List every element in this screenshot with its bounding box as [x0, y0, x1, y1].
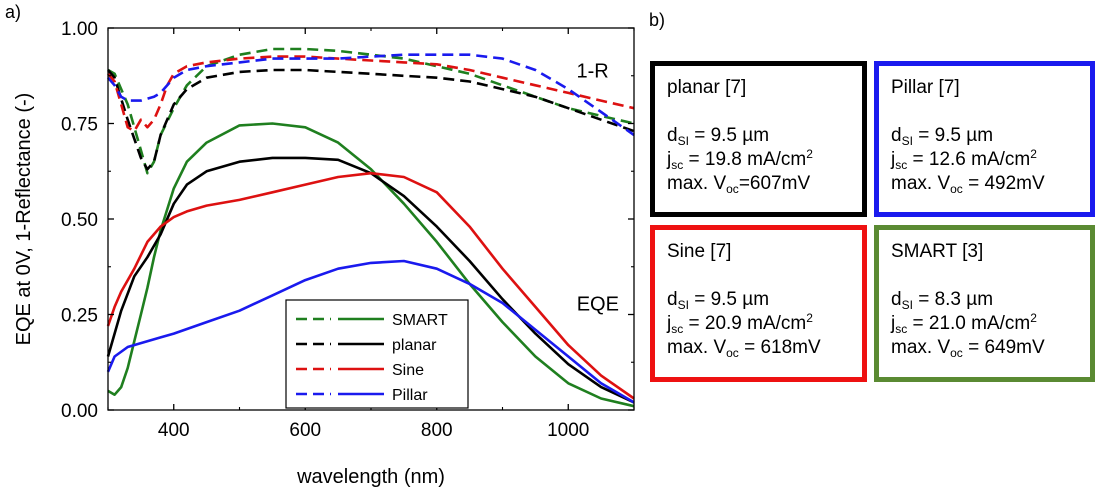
y-tick-label: 0.75 [61, 115, 98, 136]
annotation-1-r: 1-R [576, 61, 608, 83]
info-box-smart: SMART [3] dSI = 8.3 µm jsc = 21.0 mA/cm2… [874, 225, 1095, 382]
jsc-line: jsc = 21.0 mA/cm2 [891, 311, 1037, 336]
info-box-pillar: Pillar [7] dSI = 9.5 µm jsc = 12.6 mA/cm… [874, 61, 1095, 217]
x-axis-title: wavelength (nm) [296, 466, 445, 488]
voc-line: max. Voc = 649mV [891, 337, 1045, 360]
series-planar-reflectance-line [107, 68, 635, 171]
info-box-title: planar [7] [667, 77, 747, 98]
y-tick-label: 1.00 [61, 19, 98, 40]
y-tick-label: 0.50 [61, 210, 98, 231]
info-box-title: Pillar [7] [891, 77, 960, 98]
thickness-line: dSI = 8.3 µm [891, 289, 994, 312]
x-tick-label: 800 [421, 420, 453, 441]
legend-label-pillar: Pillar [392, 387, 428, 404]
info-box-planar: planar [7] dSI = 9.5 µm jsc = 19.8 mA/cm… [650, 61, 867, 217]
legend-label-smart: SMART [392, 312, 448, 329]
jsc-line: jsc = 19.8 mA/cm2 [667, 147, 813, 172]
info-box-title: Sine [7] [667, 241, 732, 262]
series-smart-eqe-line [107, 122, 635, 408]
panel-b-label: b) [649, 10, 666, 30]
series-sine-eqe-line [106, 171, 635, 400]
jsc-line: jsc = 12.6 mA/cm2 [891, 147, 1037, 172]
voc-line: max. Voc=607mV [667, 173, 811, 196]
eqe-reflectance-chart: 400 600 800 1000 0.00 0.25 0.50 0.75 1.00 wavelen… [13, 19, 635, 488]
x-tick-label: 1000 [547, 420, 589, 441]
series-sine-reflectance-line [107, 55, 635, 133]
y-tick-label: 0.25 [61, 306, 98, 327]
thickness-line: dSI = 9.5 µm [667, 289, 770, 312]
thickness-line: dSI = 9.5 µm [667, 125, 770, 148]
series-pillar-eqe-line [106, 259, 635, 404]
y-axis-title: EQE at 0V, 1-Reflectance (-) [13, 93, 35, 346]
y-tick-label: 0.00 [61, 401, 98, 422]
series-pillar-reflectance-line [107, 53, 635, 137]
voc-line: max. Voc = 618mV [667, 337, 821, 360]
legend-label-planar: planar [392, 337, 437, 354]
x-tick-label: 600 [289, 420, 321, 441]
thickness-line: dSI = 9.5 µm [891, 125, 994, 148]
voc-line: max. Voc = 492mV [891, 173, 1045, 196]
legend-label-sine: Sine [392, 362, 424, 379]
annotation-eqe: EQE [577, 294, 619, 316]
x-tick-label: 400 [158, 420, 190, 441]
panel-a-label: a) [5, 2, 22, 22]
info-box-title: SMART [3] [891, 241, 984, 262]
info-box-sine: Sine [7] dSI = 9.5 µm jsc = 20.9 mA/cm2 … [650, 225, 867, 382]
jsc-line: jsc = 20.9 mA/cm2 [667, 311, 813, 336]
